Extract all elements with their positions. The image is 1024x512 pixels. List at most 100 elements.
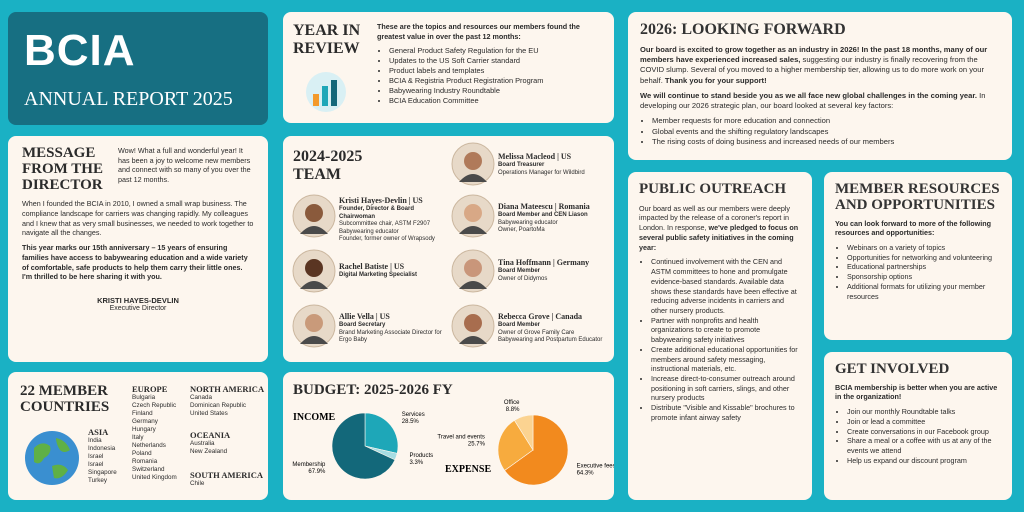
list-item: Babywearing Industry Roundtable (389, 86, 605, 96)
text-run: We will continue to stand beside you as … (640, 90, 978, 100)
team-member: Kristi Hayes-Devlin | US Founder, Directo… (339, 196, 451, 244)
slice-label: Executive fees (577, 464, 614, 470)
list-item: Distribute "Visible and Kissable" brochu… (651, 403, 801, 422)
country: Chile (190, 480, 205, 487)
text-run: we've pledged to focus on several public… (639, 223, 799, 252)
member-role: Board Treasurer (498, 162, 545, 168)
member-detail: Subcommittee chair, ASTM F2907 (339, 221, 431, 227)
slice-value: 25.7% (468, 441, 486, 447)
member-role: Board Secretary (339, 322, 386, 328)
photo-face (464, 152, 482, 170)
signature-name: KRISTI HAYES-DEVLIN (97, 296, 179, 305)
photo-body (459, 174, 487, 182)
photo-body (459, 281, 487, 289)
outlook-card: 2026: LOOKING FORWARD Our board is excite… (628, 12, 1012, 160)
text-run: Our board is excited to grow together as… (640, 44, 988, 65)
photo-face (464, 259, 482, 277)
logo-card: BCIA ANNUAL REPORT 2025 (8, 12, 268, 125)
list-item: General Product Safety Regulation for th… (389, 46, 605, 56)
country: United Kingdom (132, 474, 177, 481)
member-detail: Owner of Didymos (498, 275, 548, 282)
country: Bulgaria (132, 394, 156, 401)
photo-body (300, 281, 328, 289)
photo-body (459, 336, 487, 344)
slice-value: 3.3% (409, 460, 423, 466)
slice-label: Travel and events (437, 434, 484, 440)
review-icon (306, 72, 346, 112)
land (34, 438, 70, 479)
text-run: Our board as well as our members were de… (639, 203, 791, 233)
country: Finland (132, 410, 153, 417)
list-item: BCIA Education Committee (389, 96, 605, 106)
countries-card: 22 MEMBER COUNTRIES ASIA India Indonesia Isr… (8, 372, 268, 500)
team-member: Rachel Batiste | US Digital Marketing Spe… (339, 262, 451, 280)
member-role: Board Member and CEN Liason (498, 212, 588, 218)
member-role: Digital Marketing Specialist (339, 272, 418, 278)
bullet-list: Join our monthly Roundtable talksJoin or… (835, 407, 1001, 465)
report-title: ANNUAL REPORT 2025 (24, 88, 233, 110)
paragraph: When I founded the BCIA in 2010, I owned… (22, 199, 254, 238)
country: Indonesia (88, 445, 116, 452)
country: New Zealand (190, 448, 228, 455)
member-detail: Babywearing and Postpartum Educator (498, 337, 603, 343)
photo-face (305, 204, 323, 222)
text-run: In developing our 2026 strategic plan, o… (640, 90, 986, 111)
section-title: 2026: LOOKING FORWARD (640, 21, 846, 38)
paragraph: Our board is excited to grow together as… (640, 45, 1000, 86)
intro: These are the topics and resources our m… (377, 22, 580, 41)
member-role: Board Member (498, 268, 541, 274)
list-item: Opportunities for networking and volunte… (847, 253, 1001, 263)
member-name: Allie Vella | US (339, 312, 390, 321)
paragraph: You can look forward to more of the foll… (835, 219, 1001, 238)
member-name: Rebecca Grove | Canada (498, 312, 583, 321)
section-title: YEAR IN REVIEW (293, 22, 361, 57)
region-name: NORTH AMERICA (190, 384, 265, 394)
country: Dominican Republic (190, 402, 246, 409)
list-item: Join our monthly Roundtable talks (847, 407, 1001, 417)
list-item: Global events and the shifting regulator… (652, 127, 1000, 137)
list-item: Increase direct-to-consumer outreach aro… (651, 374, 801, 403)
list-item: BCIA & Registria Product Registration Pr… (389, 76, 605, 86)
photo-body (459, 226, 487, 234)
text-run: suggesting our industry is finally recov… (640, 55, 984, 85)
list-item: Member requests for more education and c… (652, 116, 1000, 126)
text-run: You can look forward to more of the foll… (835, 218, 991, 238)
globe-icon (25, 431, 79, 485)
photo-body (300, 226, 328, 234)
photo-face (305, 259, 323, 277)
member-detail: Owner of Grove Family Care (498, 329, 575, 336)
list-item: Help us expand our discount program (847, 456, 1001, 466)
list-item: Create conversations in our Facebook gro… (847, 427, 1001, 437)
bullet-list: Webinars on a variety of topicsOpportuni… (835, 243, 1001, 301)
country: Germany (132, 418, 158, 425)
slice-value: 28.5% (402, 419, 420, 425)
country: Israel (88, 461, 104, 468)
list-item: Continued involvement with the CEN and A… (651, 257, 801, 315)
director-card: MESSAGE FROM THE DIRECTOR Wow! What a ful… (8, 136, 268, 362)
section-title: BUDGET: 2025-2026 FY (293, 382, 453, 398)
list-item: Updates to the US Soft Carrier standard (389, 56, 605, 66)
region: EUROPE Bulgaria Czech Republic Finland Germa… (132, 384, 177, 482)
member-detail: Babywearing educator (498, 219, 558, 226)
slice-value: 67.9% (308, 469, 326, 475)
section-title: GET INVOLVED (835, 361, 950, 377)
region-name: ASIA (88, 427, 109, 437)
signature-role: Executive Director (109, 305, 167, 312)
member-name: Kristi Hayes-Devlin | US (339, 196, 423, 205)
section-title: 22 MEMBER COUNTRIES (20, 383, 110, 415)
country: Canada (190, 394, 213, 401)
bullet-list: Continued involvement with the CEN and A… (639, 257, 801, 422)
photo-body (300, 336, 328, 344)
icon-bar (331, 80, 337, 106)
outreach-card: PUBLIC OUTREACH Our board as well as our … (628, 172, 812, 500)
member-detail: Founder, former owner of Wrapsody (339, 236, 435, 242)
country: Netherlands (132, 442, 166, 449)
slice-label: Office (504, 400, 520, 406)
photo-face (464, 204, 482, 222)
country: India (88, 437, 102, 444)
review-card: YEAR IN REVIEW These are the topics and r… (283, 12, 614, 123)
slice-label: Products (409, 453, 433, 459)
pie-slice (514, 414, 534, 452)
list-item: Additional formats for utilizing your me… (847, 282, 1001, 301)
